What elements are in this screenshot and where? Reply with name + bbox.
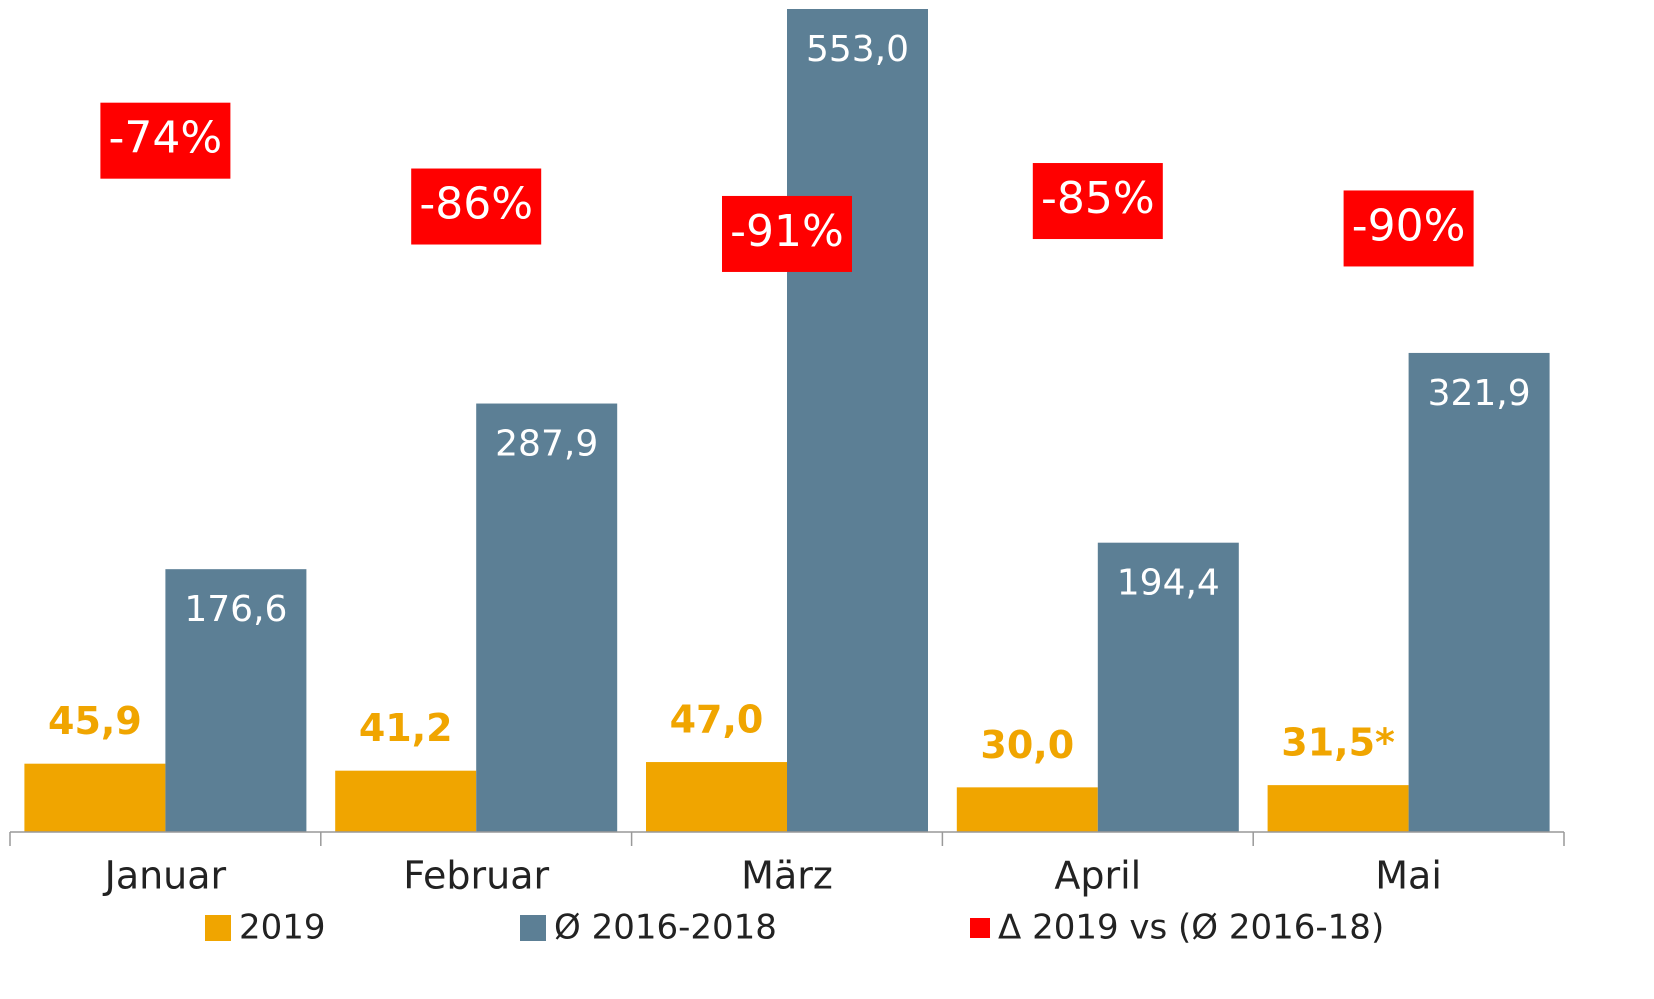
delta-box <box>1032 163 1163 240</box>
bar <box>787 9 928 832</box>
x-tick-label: Mai <box>1375 854 1442 898</box>
bar <box>646 762 787 832</box>
data-label: 287,9 <box>495 424 598 465</box>
delta-box <box>722 195 852 272</box>
legend-swatch <box>205 915 231 941</box>
x-tick-label: Februar <box>403 854 549 898</box>
data-label: 41,2 <box>359 706 453 750</box>
data-label: 176,6 <box>184 589 287 630</box>
bar <box>1408 352 1550 832</box>
data-label: 553,0 <box>806 29 909 70</box>
delta-box <box>1343 190 1474 267</box>
x-tick-label: März <box>741 854 833 898</box>
data-label: 31,5* <box>1281 721 1395 765</box>
data-label: 47,0 <box>670 698 764 742</box>
data-label: 321,9 <box>1428 373 1531 414</box>
delta-label: -90% <box>1352 200 1466 251</box>
bar <box>476 403 618 832</box>
legend-swatch <box>970 918 990 938</box>
bar <box>165 569 307 832</box>
data-label: 30,0 <box>980 723 1074 767</box>
delta-box <box>100 102 231 179</box>
bar <box>24 763 166 832</box>
delta-label: -91% <box>730 206 844 257</box>
delta-box <box>411 168 542 245</box>
bar <box>1097 542 1239 832</box>
legend-label: Δ 2019 vs (Ø 2016-18) <box>998 908 1384 948</box>
legend-label: Ø 2016-2018 <box>554 908 777 948</box>
bar <box>956 787 1098 832</box>
bar <box>1267 785 1409 832</box>
legend-label: 2019 <box>239 908 326 948</box>
delta-label: -85% <box>1041 173 1155 224</box>
x-tick-label: April <box>1054 854 1141 898</box>
bar <box>335 770 477 832</box>
delta-label: -86% <box>419 179 533 230</box>
data-label: 194,4 <box>1117 563 1220 604</box>
legend-swatch <box>520 915 546 941</box>
data-label: 45,9 <box>48 699 142 743</box>
delta-label: -74% <box>109 113 223 164</box>
x-tick-label: Januar <box>103 854 227 898</box>
